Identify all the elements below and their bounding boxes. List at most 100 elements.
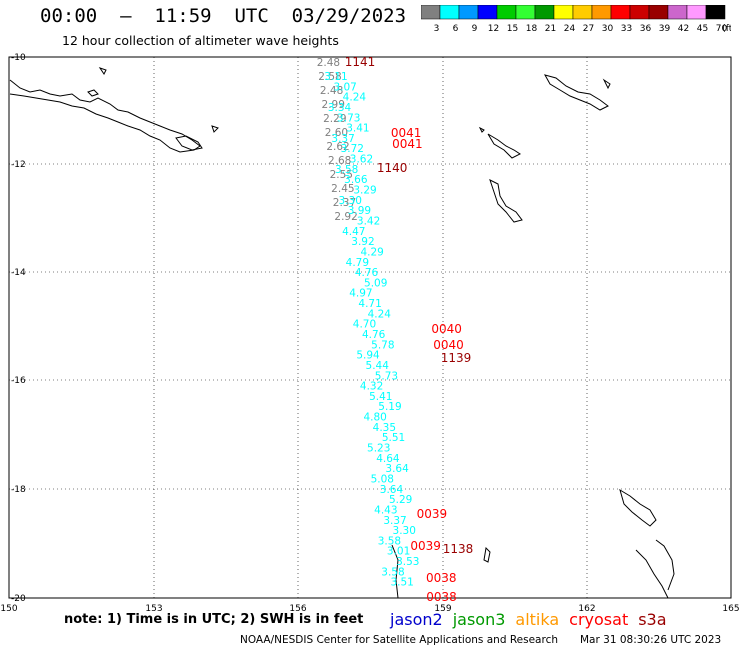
wave-height-value: 5.44 xyxy=(366,360,390,372)
wave-height-value: 3.30 xyxy=(393,525,416,537)
wave-height-value: 3.73 xyxy=(337,112,360,124)
longitude-label: 156 xyxy=(289,604,306,614)
pass-time-label: 0039 xyxy=(417,507,448,521)
coastline-solomons-d xyxy=(478,126,485,133)
wave-height-value: 5.94 xyxy=(356,350,380,362)
coastline-papua xyxy=(9,79,201,153)
colorbar-label: 24 xyxy=(564,24,576,34)
latitude-label: -20 xyxy=(11,594,26,604)
wave-height-value: 3.58 xyxy=(335,164,358,176)
coastline-solomons-c xyxy=(487,133,521,159)
wave-height-value: 2.92 xyxy=(334,211,357,223)
colorbar-label: 27 xyxy=(583,24,594,34)
generated-timestamp: Mar 31 08:30:26 UTC 2023 xyxy=(580,634,722,646)
wave-height-value: 3.53 xyxy=(396,556,419,568)
wave-height-value: 5.19 xyxy=(378,401,401,413)
wave-height-value: 4.76 xyxy=(355,267,379,279)
wave-height-value: 5.73 xyxy=(375,370,398,382)
wave-height-value: 2.99 xyxy=(322,99,345,111)
latitude-label: -12 xyxy=(11,160,26,170)
page-subtitle: 12 hour collection of altimeter wave hei… xyxy=(62,33,339,48)
wave-height-value: 3.41 xyxy=(346,123,369,135)
page-title: 00:00 – 11:59 UTC 03/29/2023 xyxy=(40,5,407,27)
coastline-island-b xyxy=(98,67,107,75)
colorbar-label: 3 xyxy=(434,24,440,34)
pass-time-label: 1138 xyxy=(443,542,474,556)
wave-height-value: 2.55 xyxy=(330,169,353,181)
coastline-island-c xyxy=(175,135,203,151)
coastline-reef-b xyxy=(483,546,491,563)
wave-height-value: 3.11 xyxy=(324,71,347,83)
wave-height-value: 5.51 xyxy=(382,432,405,444)
coastline-nc-a xyxy=(619,488,657,527)
wave-height-value: 4.32 xyxy=(360,381,383,393)
wave-height-value: 4.24 xyxy=(343,92,367,104)
track-values-gray: 2.48 2.58 2.48 2.99 2.29 2.60 2.62 2.68 2.55 2.45… xyxy=(317,57,358,223)
colorbar-label: (ft) xyxy=(722,24,731,34)
wave-height-value: 4.71 xyxy=(358,298,381,310)
wave-height-value: 4.97 xyxy=(349,288,372,300)
coastline-solomons-a xyxy=(543,74,609,111)
wave-height-value: 3.92 xyxy=(351,236,374,248)
wave-height-value: 2.45 xyxy=(331,183,354,195)
satellite-legend-altika: altika xyxy=(515,610,560,629)
wave-height-value: 3.58 xyxy=(378,535,401,547)
colorbar-label: 33 xyxy=(621,24,632,34)
wave-height-value: 2.37 xyxy=(333,197,356,209)
footer-note: note: 1) Time is in UTC; 2) SWH is in fe… xyxy=(64,612,364,627)
wave-height-value: 2.48 xyxy=(320,85,343,97)
colorbar-swatch xyxy=(705,5,726,20)
wave-height-value: 3.37 xyxy=(383,515,406,527)
wave-height-value: 4.24 xyxy=(368,308,392,320)
wave-height-value: 3.29 xyxy=(353,185,376,197)
wave-height-value: 4.76 xyxy=(362,329,386,341)
colorbar-label: 45 xyxy=(697,24,708,34)
colorbar-label: 70 xyxy=(716,24,728,34)
coastline-island-d xyxy=(211,125,219,133)
latitude-label: -16 xyxy=(11,376,26,386)
pass-time-label: 1141 xyxy=(345,55,376,69)
longitude-label: 153 xyxy=(145,604,162,614)
wave-height-value: 2.48 xyxy=(317,57,340,69)
wave-height-value: 3.30 xyxy=(339,195,362,207)
longitude-label: 165 xyxy=(722,604,739,614)
longitude-labels: 150 153 156 159 162 165 xyxy=(0,604,739,614)
pass-time-label: 1140 xyxy=(377,161,408,175)
colorbar-label: 39 xyxy=(659,24,671,34)
longitude-label: 162 xyxy=(578,604,595,614)
latitude-label: -18 xyxy=(11,485,26,495)
track-values-cyan: 3.113.074.243.343.733.413.373.723.623.58… xyxy=(324,71,419,589)
pass-time-label: 0039 xyxy=(410,539,441,553)
colorbar-label: 36 xyxy=(640,24,652,34)
wave-height-value: 5.23 xyxy=(367,443,390,455)
satellite-legend-jason2: jason2 xyxy=(390,610,443,629)
colorbar-label: 18 xyxy=(526,24,538,34)
wave-height-value: 4.29 xyxy=(360,246,383,258)
wave-height-value: 5.78 xyxy=(371,339,394,351)
coastline-nc-c xyxy=(655,539,675,591)
wave-height-value: 3.07 xyxy=(333,81,356,93)
longitude-label: 159 xyxy=(434,604,451,614)
wave-height-value: 3.72 xyxy=(341,143,364,155)
wave-height-value: 3.66 xyxy=(344,174,368,186)
pass-time-label: 1139 xyxy=(441,351,472,365)
longitude-label: 150 xyxy=(0,604,17,614)
wave-height-value: 3.99 xyxy=(348,205,371,217)
coastline-solomons-e xyxy=(489,179,523,223)
pass-time-label: 0040 xyxy=(431,322,462,336)
wave-height-value: 4.47 xyxy=(342,226,365,238)
wave-height-value: 4.35 xyxy=(373,422,396,434)
wave-height-value: 3.37 xyxy=(331,133,354,145)
wave-height-value: 4.80 xyxy=(363,412,386,424)
wave-height-value: 4.64 xyxy=(376,453,400,465)
coastline-reef-a xyxy=(391,544,399,599)
wave-height-value: 2.58 xyxy=(318,71,341,83)
wave-height-value: 5.08 xyxy=(371,473,394,485)
satellite-legend-s3a: s3a xyxy=(638,610,667,629)
satellite-legend: jason2 jason3 altika cryosat s3a xyxy=(390,610,677,629)
wave-height-value: 2.29 xyxy=(323,113,346,125)
wave-height-value: 3.34 xyxy=(328,102,352,114)
latitude-labels: -10 -12 -14 -16 -18 -20 xyxy=(11,53,26,604)
pass-time-label: 0038 xyxy=(426,590,457,604)
